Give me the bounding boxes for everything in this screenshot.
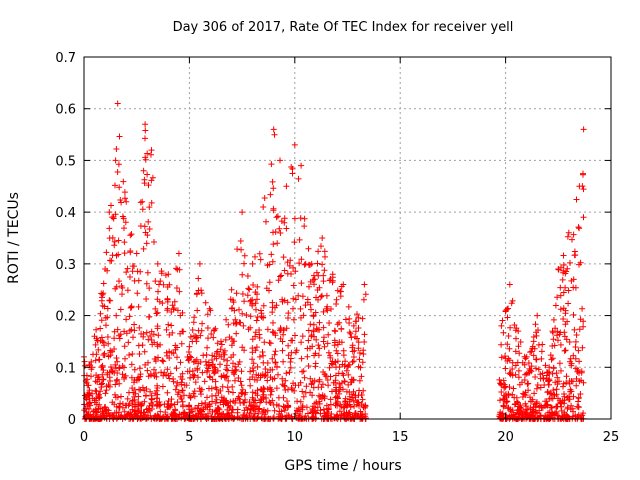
data-points [81, 100, 587, 422]
x-tick-label: 10 [287, 430, 304, 445]
x-tick-label: 20 [497, 430, 514, 445]
plus-marker-series [81, 100, 587, 422]
y-tick-label: 0.7 [55, 51, 76, 66]
y-tick-label: 0.6 [55, 103, 76, 118]
chart-title: Day 306 of 2017, Rate Of TEC Index for r… [173, 20, 514, 35]
x-tick-label: 15 [392, 430, 409, 445]
x-tick-label: 0 [80, 430, 88, 445]
x-axis-ticks: 0 5 10 15 20 25 [80, 57, 619, 445]
x-tick-label: 5 [185, 430, 193, 445]
y-tick-label: 0.2 [55, 310, 76, 325]
y-axis-label: ROTI / TECUs [6, 192, 22, 284]
y-axis-ticks: 0 0.1 0.2 0.3 0.4 0.5 0.6 0.7 [55, 51, 611, 428]
y-tick-label: 0.1 [55, 361, 76, 376]
plot-frame [83, 56, 612, 420]
x-axis-label: GPS time / hours [284, 458, 401, 474]
y-tick-label: 0.5 [55, 154, 76, 169]
x-tick-label: 25 [603, 430, 620, 445]
y-tick-label: 0.3 [55, 258, 76, 273]
y-tick-label: 0.4 [55, 206, 76, 221]
y-tick-label: 0 [68, 413, 76, 428]
